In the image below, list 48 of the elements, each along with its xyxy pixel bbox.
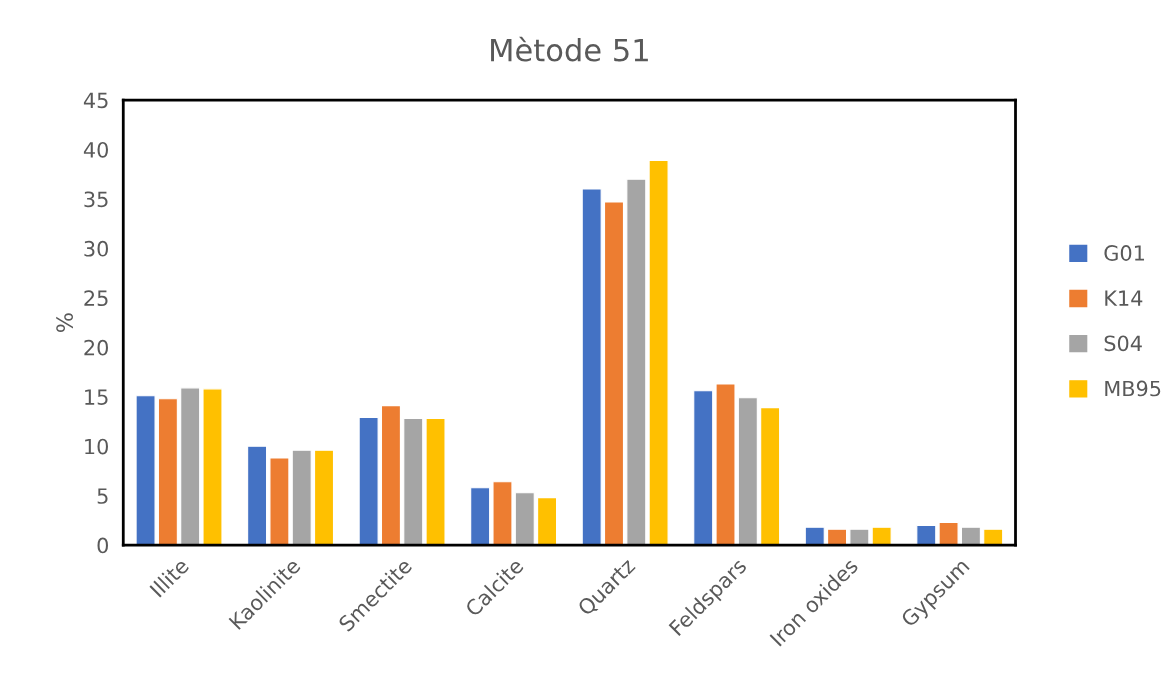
bar (715, 383, 736, 546)
y-tick-label: 10 (85, 438, 108, 455)
bar (737, 397, 758, 546)
bar (291, 449, 312, 546)
chart-title: Mètode 51 (491, 36, 648, 62)
legend-label: G01 (1104, 245, 1145, 261)
bar (470, 487, 491, 546)
bar (760, 407, 781, 546)
y-tick-label: 30 (84, 240, 108, 257)
bar (492, 481, 513, 546)
bar (804, 526, 825, 546)
legend-label: K14 (1105, 290, 1143, 306)
y-tick-label: 45 (83, 92, 108, 109)
bar (581, 188, 602, 546)
bar (537, 497, 558, 546)
legend-label: S04 (1104, 335, 1142, 352)
bar (693, 390, 714, 546)
y-tick-label: 20 (84, 339, 108, 356)
bar (380, 405, 401, 546)
bar (247, 445, 268, 546)
bar (403, 417, 424, 546)
y-tick-label: 25 (84, 290, 108, 307)
bar (938, 521, 959, 546)
bar (648, 159, 669, 546)
bar (514, 492, 535, 546)
legend-label: MB95 (1105, 380, 1161, 397)
y-tick-label: 35 (84, 191, 108, 208)
bar (626, 178, 647, 546)
bar (960, 526, 981, 546)
bar (983, 528, 1004, 546)
bar (135, 395, 156, 546)
bar (603, 201, 625, 546)
bar (849, 528, 870, 546)
bar (313, 449, 335, 546)
bar (202, 388, 223, 546)
y-axis-title: % (56, 313, 74, 332)
y-tick-label: 5 (97, 488, 108, 504)
y-tick-label: 0 (97, 537, 108, 554)
y-tick-label: 15 (85, 389, 108, 405)
y-tick-label: 40 (83, 141, 108, 158)
bar (269, 457, 290, 546)
bar (180, 387, 201, 546)
bar (916, 524, 937, 546)
bar (871, 526, 892, 546)
bar (827, 528, 848, 546)
bar (157, 398, 178, 546)
bar (425, 417, 446, 546)
bar (358, 416, 379, 546)
